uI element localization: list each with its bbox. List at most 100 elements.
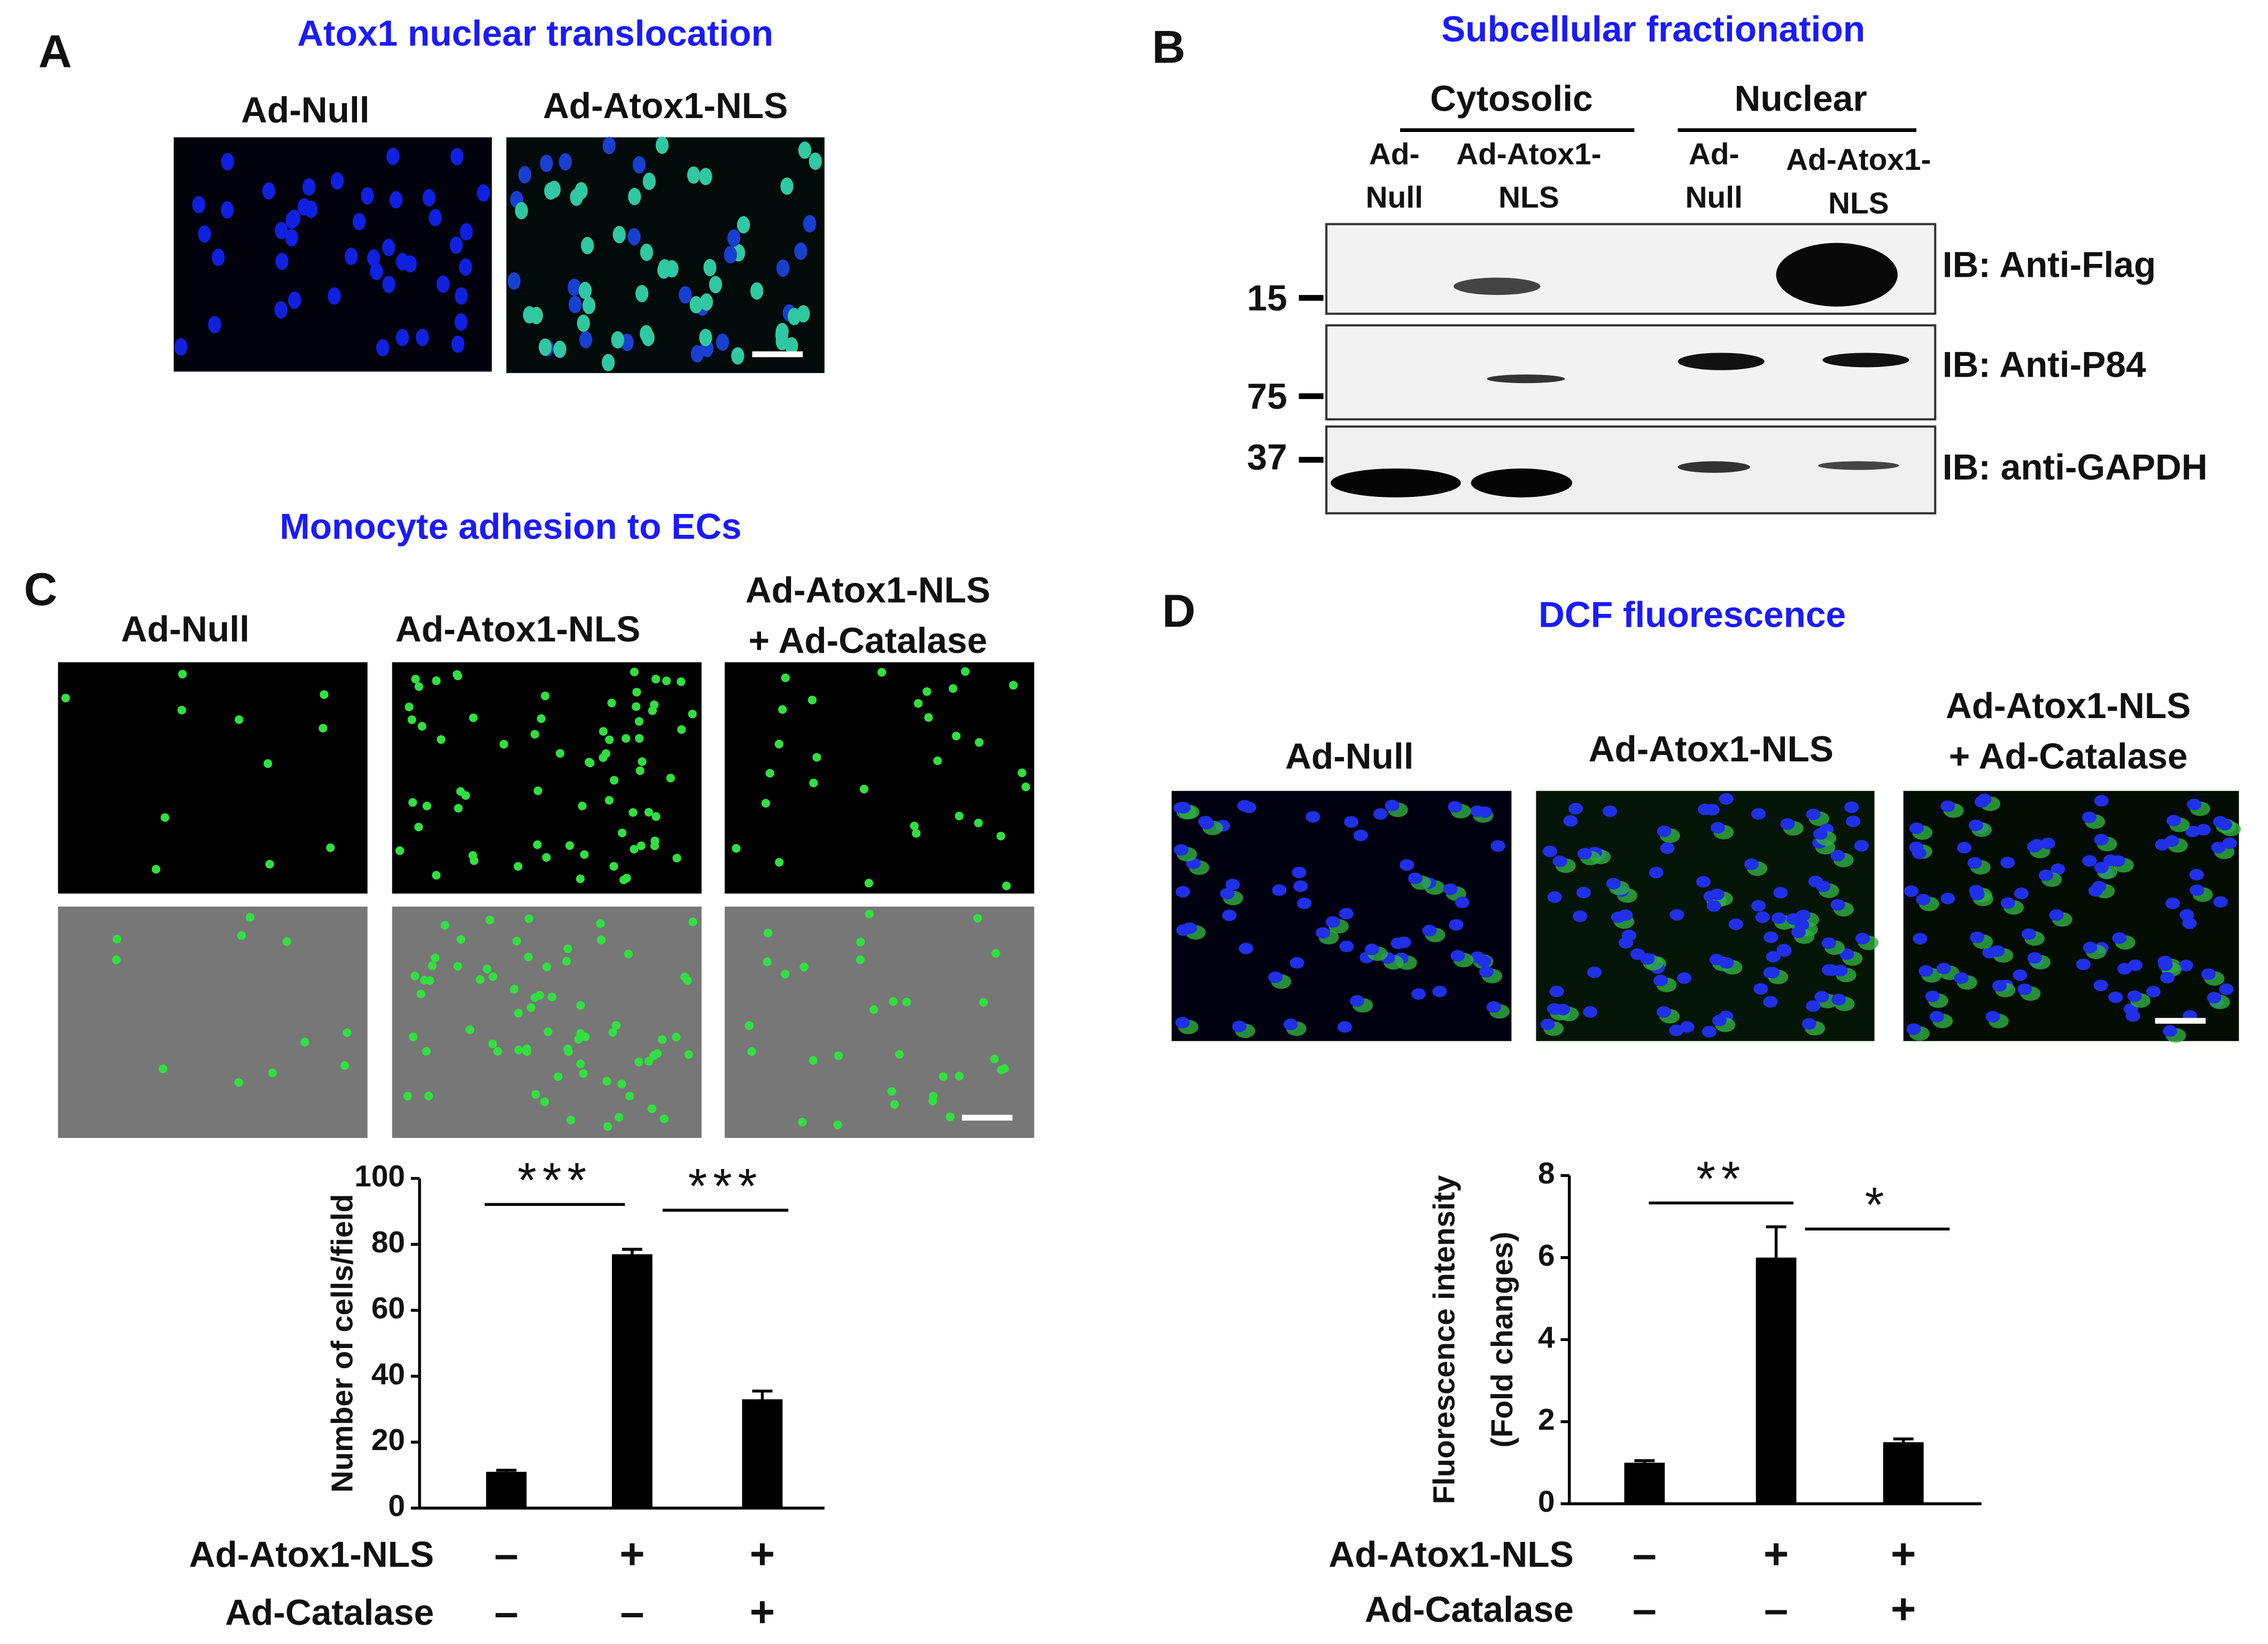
nucleus — [507, 272, 521, 290]
nucleus — [1290, 957, 1304, 969]
monocyte — [1000, 1064, 1009, 1073]
treatment-sign: + — [750, 1588, 775, 1636]
nucleus — [1954, 972, 1969, 984]
monocyte — [869, 1005, 879, 1014]
error-bar — [622, 1248, 642, 1255]
monocyte — [326, 843, 335, 852]
nucleus — [302, 178, 316, 196]
monocyte — [1021, 782, 1030, 791]
nucleus — [1653, 975, 1668, 987]
lane-label: Null — [1686, 181, 1743, 214]
treatment-sign: – — [494, 1530, 518, 1578]
panel-letter: C — [24, 564, 58, 615]
image-label: Ad-Atox1-NLS — [745, 570, 990, 610]
treatment-sign: – — [494, 1588, 518, 1636]
nucleus — [2050, 863, 2065, 875]
nucleus — [1175, 1017, 1190, 1029]
monocyte — [809, 1056, 818, 1065]
nucleus — [1337, 1021, 1353, 1033]
treatment-label: Ad-Catalase — [225, 1593, 434, 1633]
blots — [1325, 223, 1937, 515]
nucleus — [577, 314, 590, 332]
group-label: Nuclear — [1735, 79, 1867, 119]
nucleus — [477, 184, 490, 202]
nucleus — [2160, 972, 2175, 984]
nucleus — [2083, 941, 2098, 954]
monocyte — [632, 688, 641, 697]
nucleus — [1796, 909, 1811, 922]
micrograph — [58, 662, 368, 894]
monocyte — [990, 1054, 999, 1064]
nucleus — [1728, 918, 1743, 930]
nucleus — [422, 189, 436, 207]
marker-label: 75 — [1247, 377, 1287, 417]
nucleus — [2128, 959, 2143, 971]
monocyte — [615, 1113, 624, 1122]
monocyte — [954, 812, 964, 821]
monocyte — [483, 964, 492, 973]
treatment-sign: + — [1764, 1530, 1789, 1578]
monocyte — [268, 1069, 277, 1078]
error-bar — [1893, 1437, 1914, 1443]
nucleus — [775, 323, 789, 340]
treatment-sign: – — [1764, 1585, 1788, 1633]
monocyte — [765, 769, 774, 778]
monocyte — [644, 808, 654, 817]
nucleus — [352, 213, 366, 231]
nucleus — [1272, 884, 1287, 896]
nucleus — [1443, 883, 1458, 895]
monocyte — [650, 700, 659, 710]
bar — [1883, 1442, 1924, 1504]
monocyte — [456, 787, 465, 796]
monocyte — [417, 722, 426, 731]
nucleus — [731, 347, 744, 365]
monocyte — [914, 699, 923, 708]
y-tick-label: 100 — [354, 1160, 405, 1194]
nucleus — [1771, 912, 1786, 924]
monocyte — [437, 735, 446, 744]
monocyte — [432, 870, 441, 880]
y-tick-label: 0 — [1538, 1485, 1555, 1519]
y-axis-label: (Fold changes) — [1486, 1232, 1519, 1447]
monocyte — [514, 1008, 523, 1018]
nucleus — [1906, 1023, 1921, 1035]
monocyte — [809, 778, 818, 788]
nucleus — [328, 287, 341, 305]
nucleus — [386, 147, 400, 166]
nucleus — [1241, 801, 1256, 813]
nucleus — [221, 201, 234, 219]
nucleus — [699, 168, 712, 185]
nucleus — [1970, 889, 1985, 901]
monocyte — [949, 684, 958, 693]
y-tick-label: 6 — [1538, 1239, 1555, 1273]
treatment-label: Ad-Atox1-NLS — [1329, 1535, 1573, 1575]
monocyte — [798, 1118, 807, 1127]
nucleus — [370, 262, 383, 281]
monocyte — [410, 971, 420, 980]
nucleus — [1830, 899, 1845, 911]
nucleus — [540, 154, 553, 172]
nucleus — [1432, 985, 1447, 998]
monocyte — [732, 844, 741, 853]
monocyte — [263, 759, 273, 768]
nucleus — [1776, 944, 1791, 956]
nucleus — [208, 316, 221, 333]
nucleus — [1477, 806, 1492, 818]
monocyte — [530, 730, 539, 739]
nucleus — [2196, 824, 2211, 836]
nucleus — [2029, 839, 2044, 851]
band — [1822, 353, 1909, 368]
monocyte — [453, 670, 462, 679]
monocyte — [683, 976, 692, 985]
monocyte — [774, 739, 783, 749]
monocyte — [611, 1021, 621, 1030]
lane-label: Ad-Atox1- — [1456, 137, 1602, 171]
nucleus — [1669, 1024, 1684, 1037]
monocyte — [422, 1047, 431, 1056]
nucleus — [1486, 1001, 1501, 1013]
monocyte — [319, 723, 328, 733]
nucleus — [1660, 842, 1675, 854]
monocyte — [61, 694, 70, 703]
monocyte — [775, 858, 784, 867]
